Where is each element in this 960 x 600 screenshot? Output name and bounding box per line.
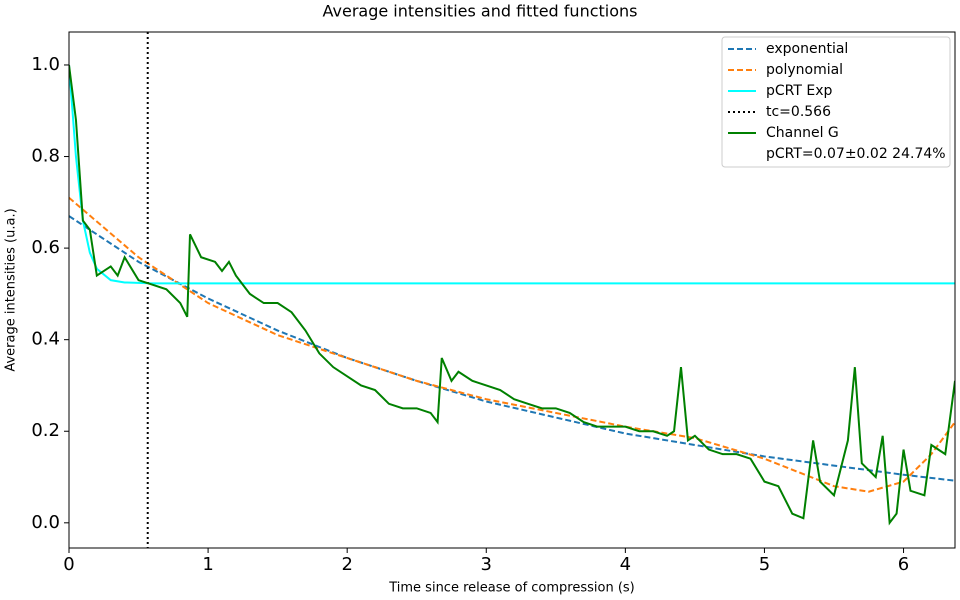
legend-box [721, 36, 951, 168]
series-line [69, 196, 955, 493]
legend-label: polynomial [766, 62, 843, 78]
chart-title: Average intensities and fitted functions [323, 2, 638, 21]
y-tick-label: 0.2 [31, 420, 60, 441]
legend-label: pCRT Exp [766, 83, 833, 99]
y-tick-label: 0.0 [31, 512, 60, 533]
x-tick-label: 2 [341, 554, 352, 575]
y-tick-label: 0.4 [31, 329, 60, 350]
x-tick-label: 3 [481, 554, 492, 575]
x-tick-label: 0 [63, 554, 74, 575]
series-line [69, 64, 955, 285]
legend-label: tc=0.566 [766, 104, 831, 120]
x-axis-label: Time since release of compression (s) [388, 581, 635, 596]
x-tick-label: 4 [620, 554, 631, 575]
plot-frame [68, 31, 956, 549]
y-tick-label: 1.0 [31, 54, 60, 75]
series-line [69, 64, 955, 526]
y-tick-label: 0.6 [31, 237, 60, 258]
x-tick-label: 6 [898, 554, 909, 575]
legend-label: exponential [766, 41, 848, 57]
plot-lines [69, 32, 955, 548]
series-line [69, 215, 955, 482]
legend-label: Channel G [766, 125, 839, 141]
x-tick-label: 1 [202, 554, 213, 575]
legend-note: pCRT=0.07±0.02 24.74% [766, 146, 946, 162]
x-tick-label: 5 [759, 554, 770, 575]
y-axis-label: Average intensities (u.a.) [4, 208, 19, 371]
y-tick-label: 0.8 [31, 146, 60, 167]
